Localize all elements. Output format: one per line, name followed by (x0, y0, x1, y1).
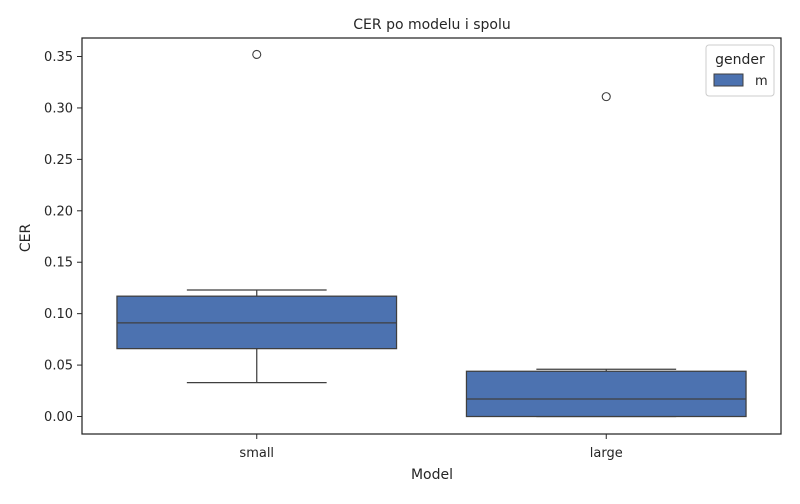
y-tick-label: 0.20 (44, 204, 73, 219)
y-axis-label: CER (18, 224, 34, 253)
y-tick-label: 0.15 (44, 256, 73, 271)
y-tick-label: 0.10 (44, 307, 73, 322)
chart-title: CER po modelu i spolu (353, 17, 510, 33)
x-tick-label-small: small (239, 446, 274, 461)
plot-frame (81, 37, 782, 435)
legend: gender m (705, 44, 775, 97)
legend-label-m: m (755, 74, 768, 89)
box-large (465, 370, 747, 418)
legend-swatch-m (713, 73, 744, 87)
plot-area: 0.00 0.05 0.10 0.15 0.20 0.25 0.30 0.35 small lar… (44, 49, 747, 461)
y-tick-label: 0.05 (44, 359, 73, 374)
y-tick-label: 0.30 (44, 101, 73, 116)
y-tick-label: 0.35 (44, 50, 73, 65)
x-tick-label-large: large (590, 446, 623, 461)
y-tick-label: 0.00 (44, 410, 73, 425)
x-axis-label: Model (411, 467, 453, 483)
y-tick-label: 0.25 (44, 153, 73, 168)
legend-title: gender (715, 52, 765, 68)
outlier-point-large (601, 92, 611, 102)
outlier-point-small (252, 49, 262, 60)
